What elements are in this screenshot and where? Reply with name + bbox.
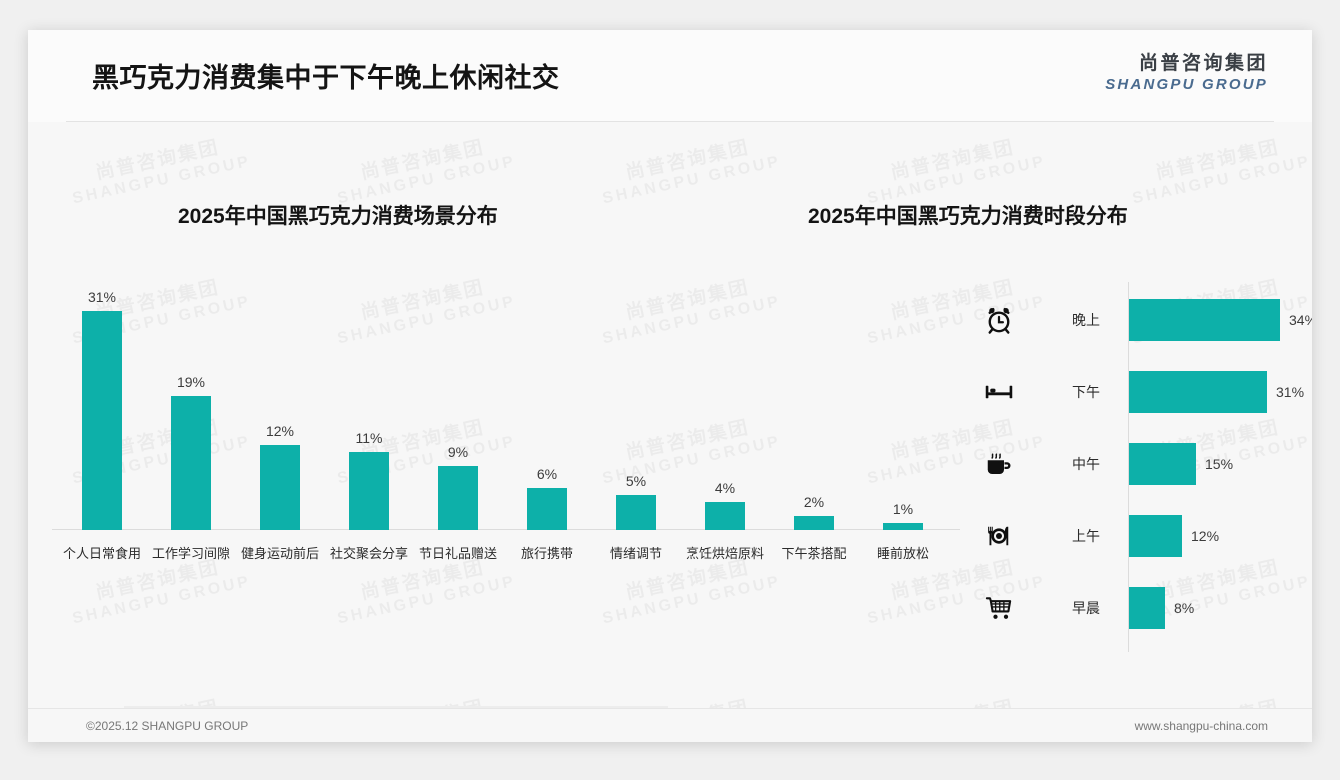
- column-bar[interactable]: [82, 311, 122, 530]
- column-value-label: 9%: [447, 444, 469, 460]
- column-category-label: 烹饪烘焙原料: [685, 546, 764, 561]
- column-category-label: 社交聚会分享: [329, 546, 408, 561]
- column-group: 2% 下午茶搭配: [772, 282, 856, 622]
- horizontal-bar[interactable]: [1129, 515, 1182, 557]
- column-value-label: 12%: [265, 423, 295, 439]
- bar-value-label: 34%: [1289, 312, 1312, 328]
- brand-logo: 尚普咨询集团 SHANGPU GROUP: [1105, 52, 1268, 95]
- plate-cutlery-icon: [982, 519, 1016, 553]
- column-category-label: 节日礼品赠送: [418, 546, 497, 561]
- column-bar[interactable]: [171, 396, 211, 530]
- column-category-label: 个人日常食用: [62, 546, 141, 561]
- column-bar[interactable]: [527, 488, 567, 530]
- bar-value-label: 8%: [1174, 600, 1195, 616]
- page-title: 黑巧克力消费集中于下午晚上休闲社交: [92, 63, 560, 93]
- bed-icon: [982, 375, 1016, 409]
- column-chart-baseline: [52, 529, 960, 530]
- bar-category-label: 中午: [1072, 456, 1100, 472]
- bar-category-label: 早晨: [1072, 600, 1100, 616]
- column-group: 11% 社交聚会分享: [327, 282, 411, 622]
- footer-website[interactable]: www.shangpu-china.com: [1134, 718, 1268, 733]
- horizontal-bar[interactable]: [1129, 443, 1196, 485]
- column-bar[interactable]: [705, 502, 745, 530]
- column-group: 19% 工作学习间隙: [149, 282, 233, 622]
- column-group: 9% 节日礼品赠送: [416, 282, 500, 622]
- horizontal-bar[interactable]: [1129, 371, 1267, 413]
- bar-row: 中午 15%: [968, 436, 1298, 492]
- coffee-mug-icon: [982, 447, 1016, 481]
- bar-value-label: 31%: [1276, 384, 1305, 400]
- column-value-label: 11%: [355, 430, 383, 446]
- column-group: 31% 个人日常食用: [60, 282, 144, 622]
- column-bar[interactable]: [438, 466, 478, 530]
- bar-value-label: 12%: [1191, 528, 1220, 544]
- column-group: 6% 旅行携带: [505, 282, 589, 622]
- bar-row: 下午 31%: [968, 364, 1304, 420]
- column-bar[interactable]: [794, 516, 834, 530]
- bar-chart-axis: [1128, 282, 1129, 652]
- column-category-label: 健身运动前后: [240, 546, 319, 561]
- horizontal-bar[interactable]: [1129, 299, 1280, 341]
- column-value-label: 2%: [803, 494, 825, 510]
- alarm-clock-icon: [982, 303, 1016, 337]
- horizontal-bar[interactable]: [1129, 587, 1165, 629]
- bar-row: 晚上 34%: [968, 292, 1312, 348]
- column-bar[interactable]: [260, 445, 300, 530]
- bar-category-label: 下午: [1072, 384, 1100, 400]
- column-bar[interactable]: [616, 495, 656, 530]
- header: 黑巧克力消费集中于下午晚上休闲社交 尚普咨询集团 SHANGPU GROUP: [28, 30, 1312, 122]
- chart-title-scenario: 2025年中国黑巧克力消费场景分布: [178, 205, 498, 228]
- bar-row: 上午 12%: [968, 508, 1298, 564]
- bar-value-label: 15%: [1205, 456, 1234, 472]
- column-category-label: 下午茶搭配: [781, 546, 847, 561]
- footer-bar: ©2025.12 SHANGPU GROUP www.shangpu-china…: [28, 708, 1312, 742]
- slide-body: 2025年中国黑巧克力消费场景分布 2025年中国黑巧克力消费时段分布 31% 个…: [28, 122, 1312, 682]
- column-category-label: 工作学习间隙: [151, 546, 230, 561]
- column-bar[interactable]: [883, 523, 923, 530]
- column-value-label: 5%: [625, 473, 647, 489]
- column-group: 4% 烹饪烘焙原料: [683, 282, 767, 622]
- shopping-cart-icon: [982, 591, 1016, 625]
- column-category-label: 旅行携带: [520, 546, 573, 561]
- column-category-label: 睡前放松: [876, 546, 929, 561]
- column-category-label: 情绪调节: [609, 546, 662, 561]
- brand-logo-chinese: 尚普咨询集团: [1138, 53, 1268, 74]
- brand-logo-english: SHANGPU GROUP: [1105, 75, 1268, 93]
- column-group: 5% 情绪调节: [594, 282, 678, 622]
- bar-category-label: 上午: [1072, 528, 1100, 544]
- column-value-label: 4%: [714, 480, 736, 496]
- column-bar[interactable]: [349, 452, 389, 530]
- column-value-label: 1%: [892, 501, 914, 517]
- chart-title-timeslot: 2025年中国黑巧克力消费时段分布: [808, 205, 1128, 228]
- consumption-scenario-column-chart: 31% 个人日常食用 19% 工作学习间隙 12% 健身运动前后 11% 社交聚会分享 9% 节日…: [38, 282, 968, 622]
- column-value-label: 31%: [87, 289, 117, 305]
- bar-category-label: 晚上: [1072, 312, 1100, 328]
- column-value-label: 19%: [176, 374, 206, 390]
- consumption-timeslot-bar-chart: 晚上 34% 下午 31% 中午 15% 上午 12% 早晨 8%: [968, 282, 1312, 652]
- bar-row: 早晨 8%: [968, 580, 1298, 636]
- column-group: 12% 健身运动前后: [238, 282, 322, 622]
- column-group: 1% 睡前放松: [861, 282, 945, 622]
- footer-copyright: ©2025.12 SHANGPU GROUP: [86, 718, 249, 733]
- column-value-label: 6%: [536, 466, 558, 482]
